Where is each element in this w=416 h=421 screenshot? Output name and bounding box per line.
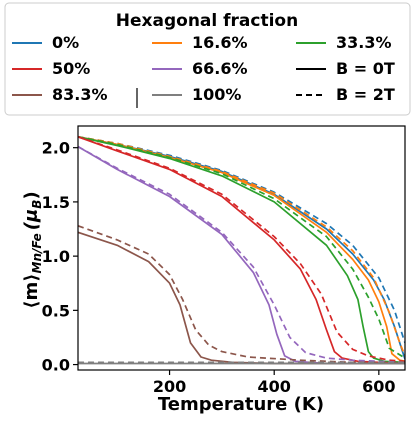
legend-frame [4,2,411,116]
series-line-4-solid [78,135,405,364]
series-line-3-dashed [78,135,405,357]
y-axis-subscript: Mn/Fe [30,233,44,273]
plot-area: 200 400 600 0.0 0.5 1.0 1.5 2.0 [42,125,406,396]
legend-entries: 0% 16.6% 33.3% 50% 66.6% B = 0T 83.3% 100% B = 2… [12,33,395,104]
legend-label: 50% [52,59,90,78]
legend-label: 16.6% [192,33,248,52]
x-axis-label: Temperature (K) [158,394,324,415]
series-line-8-solid [78,145,405,365]
x-tick-label: 200 [153,377,186,396]
legend-label: 66.6% [192,59,248,78]
series-group [78,135,405,365]
legend-entry: 0% [12,33,79,52]
series-line-5-dashed [78,135,405,359]
legend-label: 100% [192,85,241,104]
legend-entry: 100% [152,85,241,104]
x-tick-label: 600 [362,377,395,396]
legend-entry: B = 0T [296,59,395,78]
series-line-6-solid [78,136,405,365]
y-axis-unit-subscript: B [30,200,44,209]
y-axis-label: ⟨m⟩Mn/Fe (μB) [21,191,44,308]
series-line-7-dashed [78,135,405,363]
legend-label: 33.3% [336,33,392,52]
legend-entry: 33.3% [296,33,392,52]
y-tick-label: 0.5 [42,301,70,320]
y-tick-label: 1.0 [42,247,70,266]
y-axis-ticks: 0.0 0.5 1.0 1.5 2.0 [42,139,78,375]
y-tick-label: 2.0 [42,139,70,158]
legend-entry: 16.6% [152,33,248,52]
y-axis-unit-close: ) [21,191,42,199]
series-line-10-solid [78,231,405,365]
series-line-11-dashed [78,225,405,364]
series-line-9-dashed [78,145,405,364]
legend-label: B = 0T [336,59,395,78]
legend-entry: 66.6% [152,59,248,78]
legend-title: Hexagonal fraction [116,11,298,31]
plot-frame [77,125,406,371]
x-tick-label: 400 [257,377,290,396]
y-tick-label: 0.0 [42,356,70,375]
legend-entry: 50% [12,59,90,78]
legend-entry: 83.3% [12,85,108,104]
legend-entry: B = 2T [296,85,395,104]
legend-label: 0% [52,33,79,52]
y-axis-symbol: ⟨m⟩ [21,273,42,308]
legend-label: B = 2T [336,85,395,104]
legend-label: 83.3% [52,85,108,104]
y-tick-label: 1.5 [42,193,70,212]
series-line-1-dashed [78,135,405,344]
x-axis-ticks: 200 400 600 [153,370,396,396]
y-axis-unit: (μ [21,209,42,230]
